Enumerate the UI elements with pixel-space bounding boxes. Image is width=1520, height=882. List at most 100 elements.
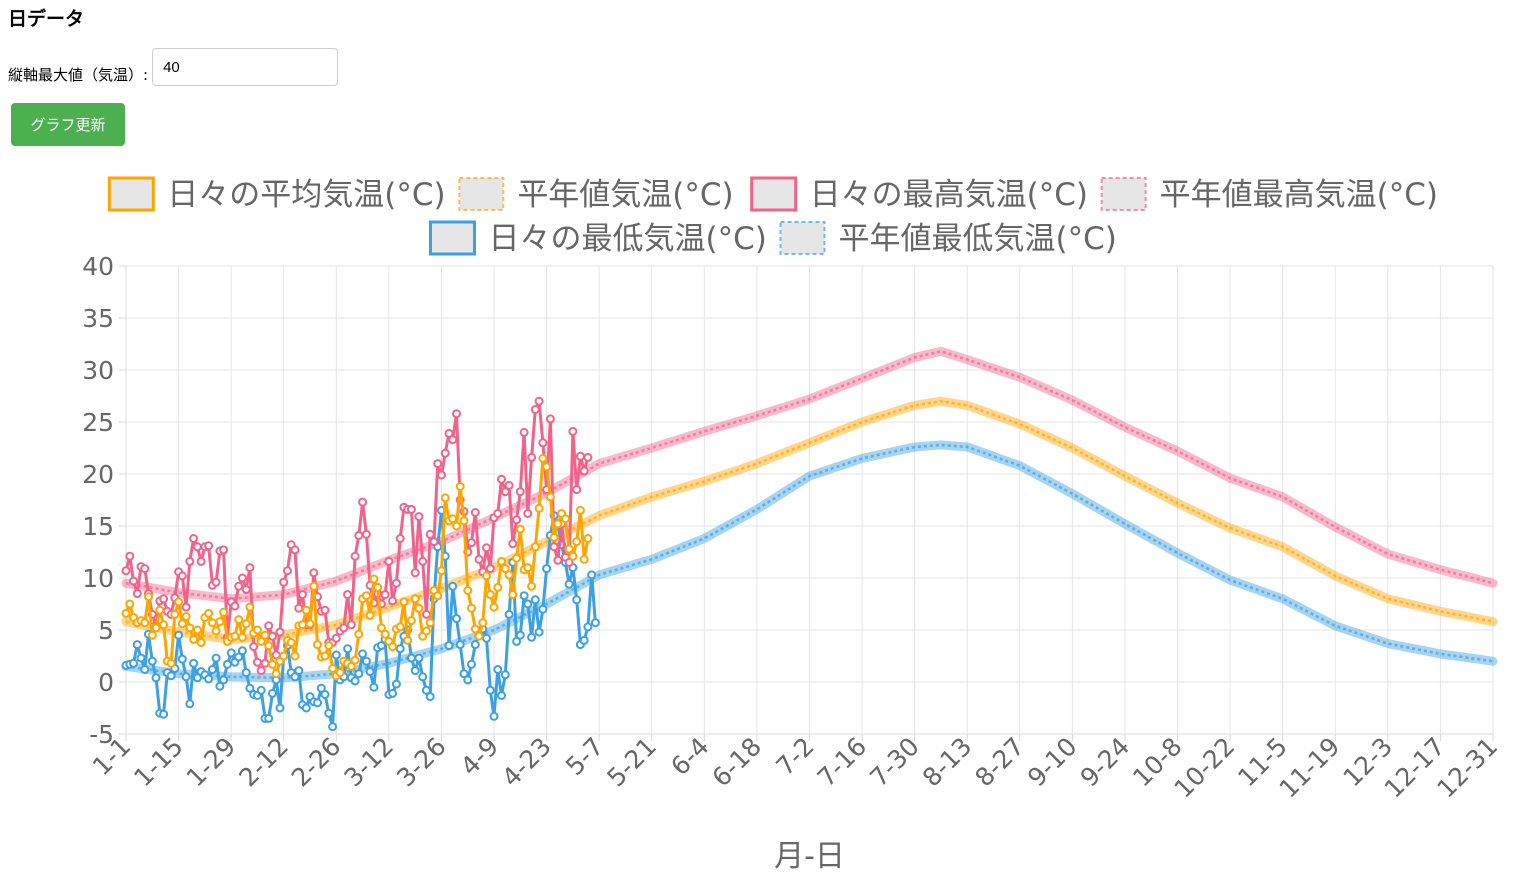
daily-avg-line-point (346, 661, 356, 671)
daily-max-line-point (177, 571, 187, 581)
x-tick-label: 1-29 (181, 732, 242, 793)
daily-min-line-point (211, 653, 221, 663)
daily-min-line-point (245, 683, 255, 693)
x-tick-label: 4-23 (496, 732, 557, 793)
daily-max-line-point (309, 568, 319, 578)
daily-avg-line-point (497, 556, 506, 566)
daily-min-line-point (534, 627, 544, 637)
x-tick-label: 3-26 (391, 732, 452, 793)
daily-avg-line-point (335, 668, 345, 678)
daily-avg-line-point (174, 597, 184, 607)
daily-min-line-point (222, 659, 232, 669)
daily-avg-line-point (523, 563, 533, 573)
daily-max-line-point (234, 581, 244, 591)
daily-avg-line-point (455, 482, 465, 491)
daily-max-line-point (241, 584, 251, 594)
daily-max-line (124, 399, 590, 673)
daily-avg-line-point (530, 542, 540, 552)
daily-avg-line-point (433, 591, 443, 601)
daily-max-line-point (527, 452, 537, 462)
daily-avg-line-point (241, 619, 251, 629)
daily-max-line-point (564, 557, 574, 567)
daily-min-line-point (350, 676, 360, 686)
daily-min-line-point (365, 667, 375, 677)
daily-min-line-point (452, 614, 461, 624)
legend-label: 平年値最高気温(°C) (1160, 177, 1438, 213)
daily-min-line-point (185, 699, 195, 709)
daily-avg-line-point (425, 618, 435, 628)
daily-max-line-point (384, 556, 394, 566)
daily-min-line-point (459, 669, 469, 679)
daily-max-line-point (467, 538, 476, 548)
legend-swatch (107, 176, 155, 212)
daily-max-line-point (388, 596, 398, 606)
daily-avg-line-point (508, 590, 518, 600)
update-graph-button[interactable]: グラフ更新 (11, 103, 125, 146)
daily-min-line-point (470, 640, 480, 650)
daily-min-line-point (204, 674, 214, 684)
daily-max-line-point (343, 590, 353, 600)
daily-max-line-point (204, 541, 214, 551)
daily-avg-line-point (399, 597, 409, 607)
ymax-control: 縦軸最大値（気温）: (8, 48, 339, 86)
daily-avg-line-point (237, 632, 247, 642)
daily-min-line-point (587, 570, 597, 580)
daily-max-line-point (298, 590, 307, 600)
daily-avg-line-point (207, 618, 217, 628)
daily-avg-line-point (268, 659, 277, 669)
daily-max-line-point (534, 396, 544, 406)
daily-avg-line-point (482, 571, 491, 581)
legend-swatch (1100, 177, 1147, 211)
daily-max-line-point (358, 497, 368, 507)
daily-min-line-point (493, 665, 503, 674)
daily-avg-line-point (361, 591, 371, 601)
x-tick-label: 5-21 (601, 732, 662, 793)
daily-avg-line-point (410, 594, 420, 604)
daily-max-line-point (192, 542, 202, 552)
daily-max-line-point (260, 658, 270, 668)
x-tick-label: 1-15 (128, 732, 189, 793)
daily-max-line-point (129, 576, 138, 586)
daily-avg-line-point (121, 608, 131, 618)
daily-min-line-point (418, 672, 428, 682)
daily-min-line-point (147, 656, 157, 666)
daily-min-line-point (388, 688, 398, 698)
daily-avg-line-point (155, 605, 165, 615)
daily-min-line-point (237, 646, 247, 656)
daily-max-line-point (530, 405, 540, 414)
ymax-input[interactable] (152, 48, 339, 86)
daily-avg-line-point (421, 626, 431, 636)
daily-avg-line-point (512, 553, 522, 563)
daily-min-line-point (527, 632, 537, 642)
daily-max-line-point (264, 621, 274, 631)
daily-max-line-point (523, 509, 533, 518)
daily-max-line-point (294, 603, 304, 613)
legend-label: 日々の平均気温(°C) (167, 177, 445, 213)
daily-max-line-point (508, 539, 518, 549)
daily-max-line-point (132, 589, 142, 599)
daily-avg-line-point (467, 603, 476, 613)
daily-min-line-point (151, 673, 161, 683)
daily-min-line-point (538, 604, 548, 614)
y-tick-label: -5 (89, 720, 114, 749)
daily-avg-line-point (140, 618, 150, 628)
daily-max-line-point (512, 515, 522, 525)
daily-max-line-point (515, 487, 525, 497)
daily-min-line-point (181, 672, 191, 682)
daily-max-line-point (140, 564, 150, 574)
daily-min-line-point (395, 644, 405, 654)
daily-min-line-point (264, 713, 274, 723)
daily-max-line-point (245, 563, 255, 573)
daily-avg-line-point (500, 564, 510, 574)
daily-avg-line-point (324, 641, 334, 651)
daily-avg-line-point (579, 554, 589, 564)
daily-avg-line-point (125, 599, 135, 609)
daily-min-line-point (324, 708, 334, 718)
daily-avg-line-point (478, 618, 488, 628)
daily-max-line-point (320, 605, 330, 615)
daily-avg-line-point (542, 462, 552, 472)
daily-max-line-point (579, 466, 589, 476)
daily-max-line-point (470, 508, 480, 517)
daily-min-line-point (132, 640, 142, 650)
daily-max-line-point (361, 529, 371, 539)
